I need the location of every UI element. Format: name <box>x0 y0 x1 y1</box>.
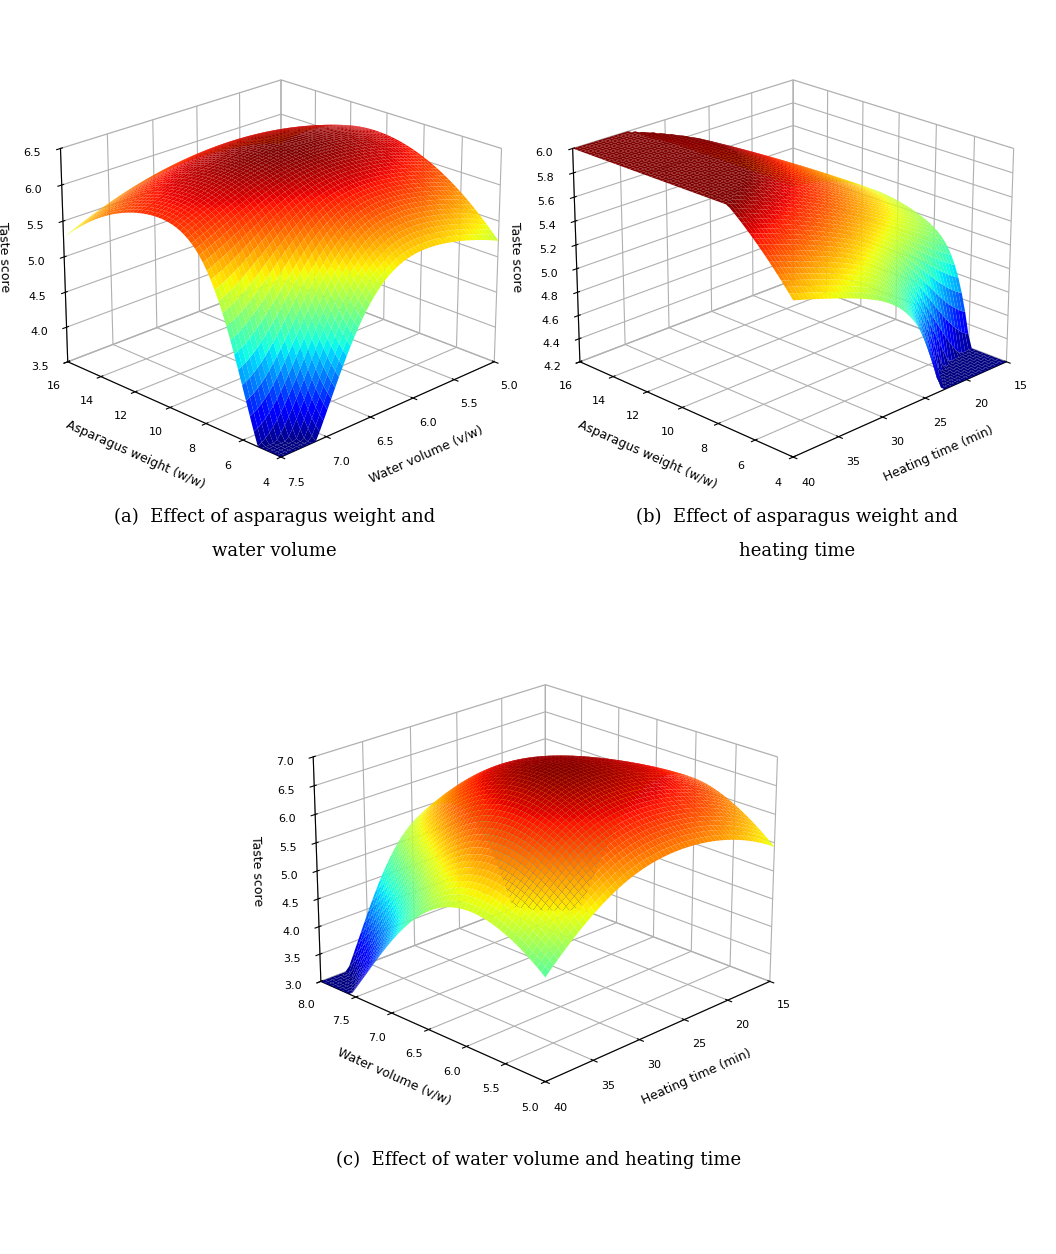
Text: (c)  Effect of water volume and heating time: (c) Effect of water volume and heating t… <box>336 1151 741 1170</box>
Text: (b)  Effect of asparagus weight and: (b) Effect of asparagus weight and <box>637 508 958 527</box>
Y-axis label: Asparagus weight (w/w): Asparagus weight (w/w) <box>577 418 719 492</box>
X-axis label: Water volume (v/w): Water volume (v/w) <box>367 424 485 485</box>
Text: water volume: water volume <box>212 542 337 559</box>
X-axis label: Heating time (min): Heating time (min) <box>640 1046 753 1106</box>
Text: heating time: heating time <box>739 542 855 559</box>
Text: (a)  Effect of asparagus weight and: (a) Effect of asparagus weight and <box>114 508 435 527</box>
X-axis label: Heating time (min): Heating time (min) <box>882 424 996 484</box>
Y-axis label: Water volume (v/w): Water volume (v/w) <box>336 1046 453 1107</box>
Y-axis label: Asparagus weight (w/w): Asparagus weight (w/w) <box>64 418 207 492</box>
